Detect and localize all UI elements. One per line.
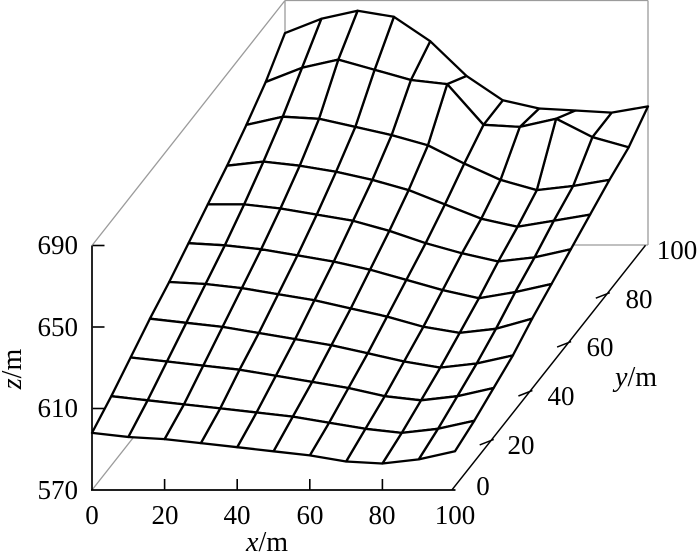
- y-tick: [518, 389, 533, 397]
- x-tick-label: 40: [223, 500, 251, 530]
- x-tick-label: 100: [434, 500, 476, 530]
- z-tick-label: 690: [37, 230, 79, 260]
- y-tick-label: 80: [625, 284, 653, 314]
- surface-mesh: [90, 9, 650, 465]
- z-tick-label: 610: [37, 393, 79, 423]
- y-tick: [479, 438, 494, 446]
- y-tick-label: 100: [656, 235, 698, 265]
- z-tick-label: 650: [37, 312, 79, 342]
- x-axis-unit: /m: [258, 527, 288, 558]
- y-axis: [451, 244, 647, 491]
- mesh-quad: [90, 395, 149, 439]
- z-tick-label: 570: [37, 475, 79, 505]
- x-axis-title: x/m: [227, 529, 307, 557]
- x-tick-label: 0: [85, 500, 99, 530]
- y-tick: [556, 340, 572, 348]
- x-axis-variable: x: [246, 527, 259, 558]
- y-tick-label: 20: [507, 430, 535, 460]
- z-axis-title: z/m: [0, 329, 28, 409]
- y-tick-label: 40: [547, 381, 575, 411]
- y-tick: [595, 292, 611, 299]
- y-axis-unit: /m: [627, 362, 657, 393]
- y-axis-title: y/m: [596, 364, 676, 392]
- y-tick-label: 60: [586, 332, 614, 362]
- z-axis-variable: z: [0, 378, 28, 390]
- x-tick-label: 60: [296, 500, 324, 530]
- y-axis-variable: y: [615, 362, 628, 393]
- y-tick-label: 0: [476, 471, 490, 501]
- box-edge: [91, 0, 286, 246]
- x-tick-label: 20: [151, 500, 179, 530]
- axes-lines-and-ticks: [91, 244, 647, 491]
- z-axis-unit: /m: [0, 348, 28, 379]
- x-tick-label: 80: [368, 500, 396, 530]
